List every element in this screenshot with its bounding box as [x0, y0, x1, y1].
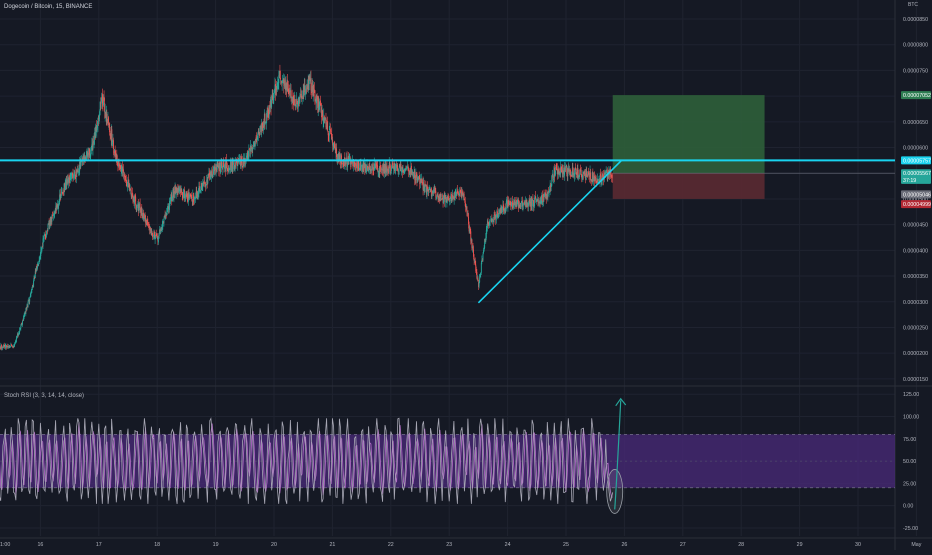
price-badge-label: 37:19 [903, 178, 916, 184]
candle-body [345, 162, 346, 164]
candle-body [429, 188, 430, 189]
price-axis-tick-label: 0.0000200 [903, 351, 928, 357]
candle-body [494, 214, 495, 216]
time-axis-tick-label: 18 [154, 542, 160, 548]
candle-body [327, 121, 328, 131]
candle-body [483, 254, 484, 261]
candle-body [33, 281, 34, 288]
time-axis-tick-label: 27 [680, 542, 686, 548]
price-axis-tick-label: 0.0000850 [903, 17, 928, 23]
currency-label: BTC [908, 2, 918, 8]
price-axis-tick-label: 0.0000350 [903, 274, 928, 280]
candle-body [440, 194, 441, 197]
candle-body [22, 321, 23, 325]
price-badge-label: 0.00005757 [903, 158, 931, 164]
time-axis-tick-label: 28 [738, 542, 744, 548]
profit-zone [613, 95, 765, 173]
candle-body [127, 182, 128, 187]
candle-body [314, 89, 315, 90]
price-axis-tick-label: 0.0000450 [903, 223, 928, 229]
candle-body [48, 224, 49, 230]
price-axis-tick-label: 0.0000400 [903, 248, 928, 254]
time-axis-tick-label: 16 [37, 542, 43, 548]
candle-body [579, 175, 580, 177]
candle-body [542, 195, 543, 202]
candle-body [135, 197, 136, 206]
time-axis-tick-label: 29 [797, 542, 803, 548]
candle-body [140, 203, 141, 208]
candle-body [242, 162, 243, 166]
time-axis-tick-label: 20 [271, 542, 277, 548]
candle-body [28, 302, 29, 307]
candle-body [137, 207, 138, 209]
oscillator-axis-tick-label: 125.00 [903, 392, 919, 398]
candle-body [271, 100, 272, 108]
time-axis-tick-label: 17 [96, 542, 102, 548]
oscillator-axis-tick-label: 25.00 [903, 481, 916, 487]
time-axis-tick-label: 21 [329, 542, 335, 548]
oscillator-axis-tick-label: 50.00 [903, 459, 916, 465]
price-badge-label: 0.00007052 [903, 93, 931, 99]
candle-body [75, 172, 76, 174]
candle-body [280, 78, 281, 80]
long-position-tool[interactable] [613, 95, 895, 199]
candle-body [191, 197, 192, 198]
candle-body [551, 176, 552, 186]
candle-body [164, 218, 165, 223]
candlestick-series [0, 65, 613, 351]
candle-body [521, 204, 522, 207]
candle-body [248, 149, 249, 159]
oscillator-axis-tick-label: 75.00 [903, 437, 916, 443]
candle-body [534, 198, 535, 206]
candle-body [233, 165, 234, 169]
time-axis-tick-label: 1:00 [0, 542, 10, 548]
time-axis-tick-label: 25 [563, 542, 569, 548]
price-axis-tick-label: 0.0000650 [903, 120, 928, 126]
candle-body [113, 140, 114, 149]
candle-body [612, 175, 613, 178]
candle-body [245, 164, 246, 165]
stop-zone [613, 173, 765, 199]
candle-body [204, 181, 205, 182]
price-axis-tick-label: 0.0000750 [903, 68, 928, 74]
candle-body [61, 192, 62, 196]
time-axis-tick-label: 30 [855, 542, 861, 548]
time-axis-tick-label: 22 [388, 542, 394, 548]
time-axis-tick-label: 24 [505, 542, 511, 548]
price-badge-label: 0.00005046 [903, 192, 931, 198]
candle-body [435, 191, 436, 197]
candle-body [111, 129, 112, 142]
candle-body [329, 131, 330, 136]
price-axis-tick-label: 0.0000250 [903, 325, 928, 331]
candle-body [281, 80, 282, 81]
price-axis-tick-label: 0.0000300 [903, 300, 928, 306]
candle-body [212, 176, 213, 177]
price-axis-tick-label: 0.0000800 [903, 43, 928, 49]
oscillator-axis-tick-label: 100.00 [903, 415, 919, 421]
time-axis-tick-label: 26 [621, 542, 627, 548]
time-axis-tick-label: May [911, 542, 921, 548]
symbol-title: Dogecoin / Bitcoin, 15, BINANCE [4, 4, 92, 10]
candle-body [565, 168, 566, 170]
candle-body [490, 221, 491, 222]
candle-body [532, 198, 533, 199]
price-badge-label: 0.00004999 [903, 202, 931, 208]
candle-body [408, 166, 409, 167]
price-axis-tick-label: 0.0000150 [903, 377, 928, 383]
candle-body [252, 148, 253, 150]
candle-body [227, 164, 228, 169]
time-axis-tick-label: 23 [446, 542, 452, 548]
candle-body [249, 148, 250, 149]
price-axis-tick-label: 0.0000600 [903, 146, 928, 152]
oscillator-title: Stoch RSI (3, 3, 14, 14, close) [4, 393, 84, 399]
time-axis-tick-label: 19 [213, 542, 219, 548]
candle-body [141, 208, 142, 214]
oscillator-axis-tick-label: -25.00 [903, 526, 918, 532]
oscillator-axis-tick-label: 0.00 [903, 504, 913, 510]
candle-body [158, 238, 159, 242]
candle-body [450, 200, 451, 201]
candle-body [46, 235, 47, 237]
